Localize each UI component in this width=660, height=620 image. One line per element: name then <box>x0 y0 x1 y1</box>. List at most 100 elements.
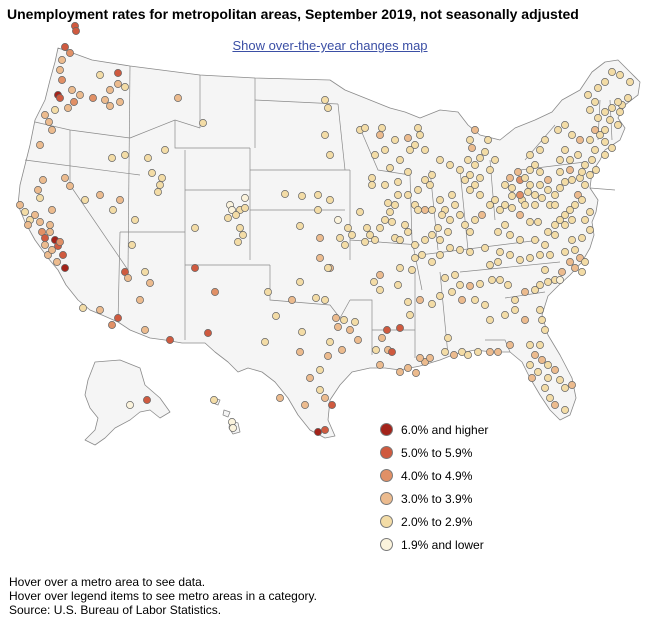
metro-area-marker[interactable] <box>608 104 616 112</box>
metro-area-marker[interactable] <box>551 191 559 199</box>
metro-area-marker[interactable] <box>411 141 419 149</box>
metro-area-marker[interactable] <box>578 168 586 176</box>
metro-area-marker[interactable] <box>384 199 392 207</box>
metro-area-marker[interactable] <box>141 268 149 276</box>
metro-area-marker[interactable] <box>386 164 394 172</box>
metro-area-marker[interactable] <box>61 174 69 182</box>
metro-area-marker[interactable] <box>581 216 589 224</box>
metro-area-marker[interactable] <box>501 221 509 229</box>
metro-area-marker[interactable] <box>404 298 412 306</box>
metro-area-marker[interactable] <box>36 141 44 149</box>
metro-area-marker[interactable] <box>191 224 199 232</box>
metro-area-marker[interactable] <box>46 221 54 229</box>
metro-area-marker[interactable] <box>166 336 174 344</box>
metro-area-marker[interactable] <box>541 326 549 334</box>
metro-area-marker[interactable] <box>464 351 472 359</box>
metro-area-marker[interactable] <box>391 201 399 209</box>
metro-area-marker[interactable] <box>516 211 524 219</box>
metro-area-marker[interactable] <box>544 278 552 286</box>
metro-area-marker[interactable] <box>56 238 64 246</box>
metro-area-marker[interactable] <box>444 228 452 236</box>
metro-area-marker[interactable] <box>521 288 529 296</box>
metro-area-marker[interactable] <box>224 214 232 222</box>
metro-area-marker[interactable] <box>471 216 479 224</box>
metro-area-marker[interactable] <box>508 184 516 192</box>
metro-area-marker[interactable] <box>48 206 56 214</box>
metro-area-marker[interactable] <box>312 294 320 302</box>
metro-area-marker[interactable] <box>272 312 280 320</box>
metro-area-marker[interactable] <box>363 224 371 232</box>
metro-area-marker[interactable] <box>586 106 594 114</box>
metro-area-marker[interactable] <box>516 256 524 264</box>
metro-area-marker[interactable] <box>344 224 352 232</box>
metro-area-marker[interactable] <box>404 364 412 372</box>
metro-area-marker[interactable] <box>616 71 624 79</box>
metro-area-marker[interactable] <box>586 171 594 179</box>
metro-area-marker[interactable] <box>51 106 59 114</box>
metro-area-marker[interactable] <box>416 354 424 362</box>
metro-area-marker[interactable] <box>486 316 494 324</box>
metro-area-marker[interactable] <box>456 211 464 219</box>
metro-area-marker[interactable] <box>486 201 494 209</box>
metro-area-marker[interactable] <box>578 196 586 204</box>
metro-area-marker[interactable] <box>571 201 579 209</box>
metro-area-marker[interactable] <box>146 279 154 287</box>
metro-area-marker[interactable] <box>561 221 569 229</box>
metro-area-marker[interactable] <box>371 151 379 159</box>
metro-area-marker[interactable] <box>324 352 332 360</box>
metro-area-marker[interactable] <box>561 211 569 219</box>
metro-area-marker[interactable] <box>436 196 444 204</box>
metro-area-marker[interactable] <box>494 228 502 236</box>
metro-area-marker[interactable] <box>334 216 342 224</box>
metro-area-marker[interactable] <box>418 251 426 259</box>
metro-area-marker[interactable] <box>436 292 444 300</box>
metro-area-marker[interactable] <box>314 191 322 199</box>
metro-area-marker[interactable] <box>501 201 509 209</box>
metro-area-marker[interactable] <box>594 114 602 122</box>
metro-area-marker[interactable] <box>551 231 559 239</box>
metro-area-marker[interactable] <box>464 156 472 164</box>
metro-area-marker[interactable] <box>526 341 534 349</box>
metro-area-marker[interactable] <box>526 151 534 159</box>
metro-area-marker[interactable] <box>381 216 389 224</box>
metro-area-marker[interactable] <box>404 134 412 142</box>
metro-area-marker[interactable] <box>45 118 53 126</box>
metro-area-marker[interactable] <box>66 49 74 57</box>
metro-area-marker[interactable] <box>436 251 444 259</box>
metro-area-marker[interactable] <box>534 218 542 226</box>
metro-area-marker[interactable] <box>396 264 404 272</box>
metro-area-marker[interactable] <box>121 151 129 159</box>
metro-area-marker[interactable] <box>321 394 329 402</box>
metro-area-marker[interactable] <box>451 201 459 209</box>
metro-area-marker[interactable] <box>372 346 380 354</box>
metro-area-marker[interactable] <box>41 111 49 119</box>
metro-area-marker[interactable] <box>126 401 134 409</box>
metro-area-marker[interactable] <box>561 248 569 256</box>
metro-area-marker[interactable] <box>383 326 391 334</box>
metro-area-marker[interactable] <box>491 196 499 204</box>
metro-area-marker[interactable] <box>486 166 494 174</box>
metro-area-marker[interactable] <box>561 146 569 154</box>
metro-area-marker[interactable] <box>458 296 466 304</box>
metro-area-marker[interactable] <box>89 94 97 102</box>
metro-area-marker[interactable] <box>414 124 422 132</box>
metro-area-marker[interactable] <box>541 266 549 274</box>
metro-area-marker[interactable] <box>476 280 484 288</box>
metro-area-marker[interactable] <box>566 166 574 174</box>
metro-area-marker[interactable] <box>371 236 379 244</box>
metro-area-marker[interactable] <box>546 251 554 259</box>
metro-area-marker[interactable] <box>378 334 386 342</box>
metro-area-marker[interactable] <box>361 124 369 132</box>
metro-area-marker[interactable] <box>321 96 329 104</box>
metro-area-marker[interactable] <box>316 234 324 242</box>
metro-area-marker[interactable] <box>511 306 519 314</box>
metro-area-marker[interactable] <box>448 288 456 296</box>
metro-area-marker[interactable] <box>36 194 44 202</box>
metro-area-marker[interactable] <box>354 336 362 344</box>
metro-area-marker[interactable] <box>536 306 544 314</box>
metro-area-marker[interactable] <box>551 201 559 209</box>
metro-area-marker[interactable] <box>239 231 247 239</box>
metro-area-marker[interactable] <box>526 181 534 189</box>
metro-area-marker[interactable] <box>594 84 602 92</box>
metro-area-marker[interactable] <box>386 208 394 216</box>
